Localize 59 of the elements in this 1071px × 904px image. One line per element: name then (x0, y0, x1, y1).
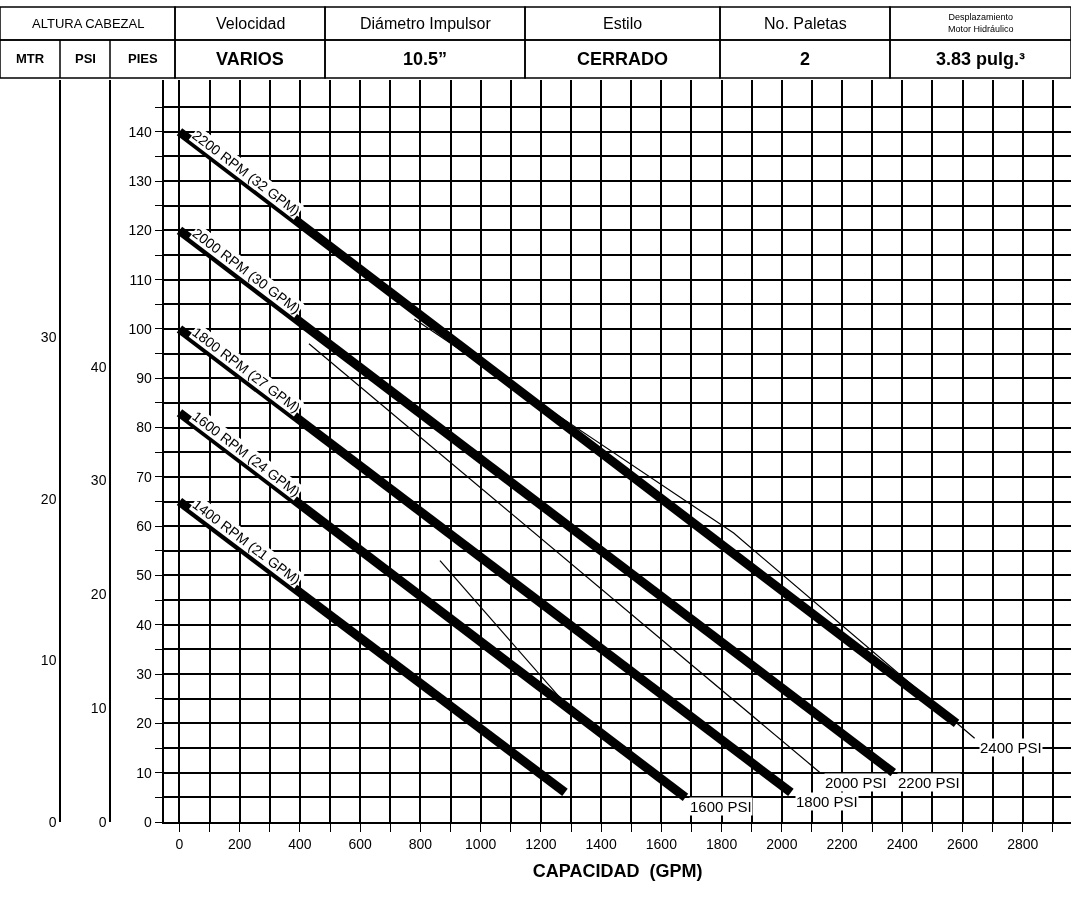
text: 3.83 pulg.³ (936, 49, 1026, 69)
annotation: 1600 PSI (690, 798, 752, 815)
text: 10.5” (403, 49, 448, 69)
x-tick-label: 1800 (706, 835, 738, 852)
text: Estilo (603, 15, 643, 32)
x-tick-label: 600 (348, 835, 373, 852)
y-tick-label: 140 (128, 123, 153, 140)
x-tick-label: 1000 (465, 835, 497, 852)
x-tick-label: 400 (288, 835, 312, 852)
y-tick-label: 50 (136, 567, 153, 584)
y-tick-label: 60 (136, 518, 153, 535)
y-tick-label: 90 (136, 370, 153, 387)
y-tick-label: 70 (136, 468, 153, 485)
y-axis-title: PIES (128, 51, 158, 66)
y-tick-label: 20 (136, 715, 153, 732)
y-tick-label: 110 (129, 271, 153, 288)
text: Velocidad (216, 15, 286, 32)
x-tick-label: 2800 (1007, 835, 1039, 852)
y-tick-label: 30 (136, 665, 153, 682)
y2-axis-title: MTR (16, 51, 45, 66)
x-tick-label: 2600 (946, 835, 979, 852)
x-tick-label: 1400 (585, 835, 617, 852)
text: ALTURA CABEZAL (32, 16, 145, 31)
x-tick-label: 200 (228, 835, 252, 852)
y3-tick-label: 40 (90, 358, 107, 375)
annotation: 2400 PSI (980, 739, 1042, 756)
y-tick-label: 10 (136, 764, 153, 781)
text: CERRADO (577, 49, 669, 69)
annotation: 2200 PSI (898, 774, 960, 791)
x-tick-label: 2200 (826, 835, 858, 852)
y3-tick-label: 20 (90, 586, 107, 603)
y-tick-label: 0 (144, 813, 153, 830)
text: VARIOS (216, 49, 284, 69)
y-tick-label: 130 (128, 172, 153, 189)
y-tick-label: 80 (136, 419, 153, 436)
text: Diámetro Impulsor (360, 15, 492, 32)
annotation: 1800 PSI (796, 793, 858, 810)
text: 2 (800, 49, 811, 69)
x-tick-label: 800 (408, 835, 433, 852)
annotation: 2000 PSI (825, 774, 887, 791)
y3-tick-label: 10 (90, 700, 107, 717)
y-tick-label: 120 (128, 222, 153, 239)
y-tick-label: 100 (128, 320, 153, 337)
y3-tick-label: 0 (98, 813, 107, 830)
y-tick-label: 40 (136, 616, 153, 633)
x-tick-label: 1600 (645, 835, 678, 852)
text: No. Paletas (764, 15, 847, 32)
y2-tick-label: 20 (40, 490, 57, 507)
x-tick-label: 2400 (886, 835, 919, 852)
x-tick-label: 0 (175, 835, 184, 852)
x-tick-label: 2000 (766, 835, 798, 852)
x-tick-label: 1200 (525, 835, 557, 852)
y2-tick-label: 10 (40, 652, 57, 669)
y3-axis-title: PSI (75, 51, 96, 66)
x-axis-title: CAPACIDAD (GPM) (532, 861, 703, 882)
text: Desplazamiento Motor Hidráulico (948, 12, 1014, 34)
y2-tick-label: 0 (48, 813, 57, 830)
y3-tick-label: 30 (90, 472, 107, 489)
y2-tick-label: 30 (40, 328, 57, 345)
